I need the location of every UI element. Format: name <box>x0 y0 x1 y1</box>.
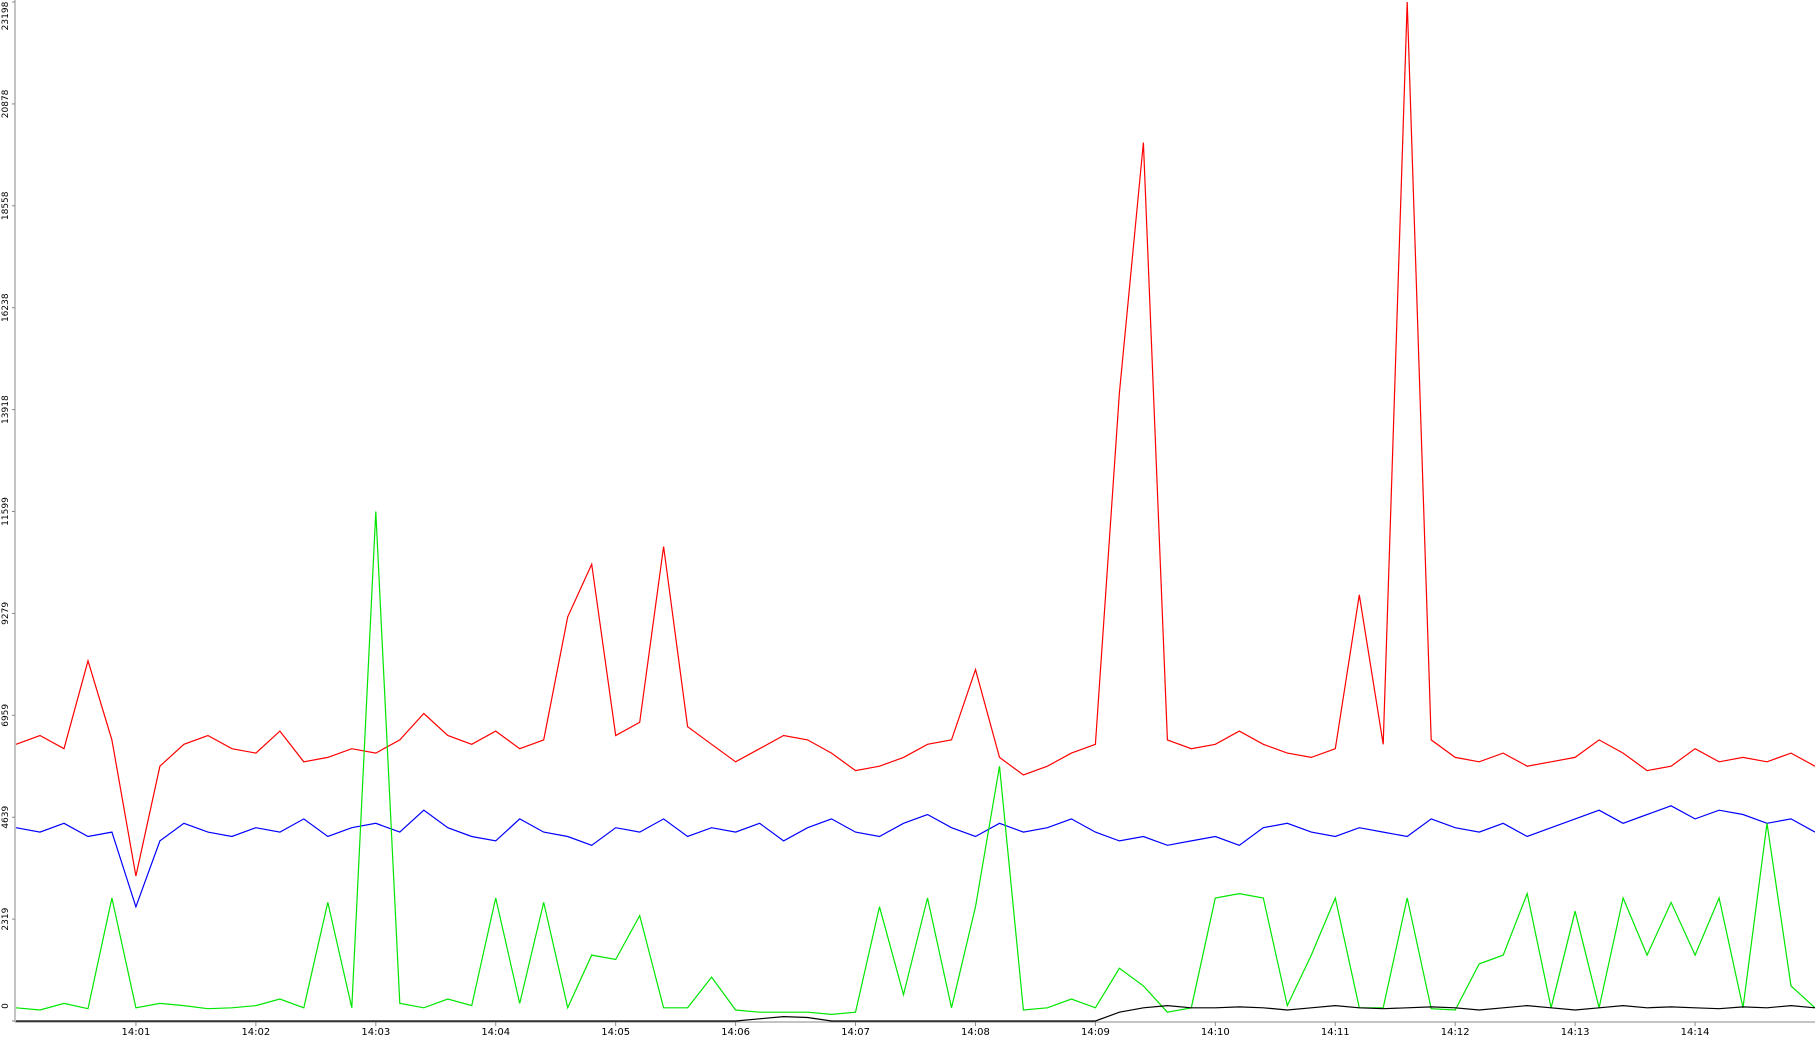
x-tick-label: 14:12 <box>1441 1027 1470 1038</box>
series-line <box>16 1004 1815 1022</box>
y-tick-label: 13918 <box>1 395 11 424</box>
x-tick-label: 14:01 <box>122 1027 151 1038</box>
y-tick-label: 16238 <box>1 293 11 322</box>
y-tick-label: 18558 <box>1 191 11 220</box>
x-tick-label: 14:14 <box>1681 1027 1710 1038</box>
x-tick-label: 14:03 <box>361 1027 390 1038</box>
x-tick-label: 14:06 <box>721 1027 750 1038</box>
x-tick-label: 14:13 <box>1561 1027 1590 1038</box>
x-tick-label: 14:07 <box>841 1027 870 1038</box>
series-line <box>15 1 1815 877</box>
y-tick-label: 11599 <box>1 497 11 526</box>
x-tick-label: 14:11 <box>1321 1027 1350 1038</box>
x-tick-label: 14:02 <box>241 1027 270 1038</box>
y-tick-label: 2319 <box>1 907 11 930</box>
x-tick-label: 14:04 <box>481 1027 510 1038</box>
y-tick-label: 23198 <box>1 1 11 30</box>
series-line <box>15 511 1815 1016</box>
y-tick-label: 6959 <box>1 704 11 727</box>
x-tick-label: 14:08 <box>961 1027 990 1038</box>
x-tick-label: 14:09 <box>1081 1027 1110 1038</box>
y-tick-label: 9279 <box>1 602 11 625</box>
x-tick-label: 14:05 <box>601 1027 630 1038</box>
y-tick-label: 4639 <box>1 806 11 829</box>
x-tick-label: 14:10 <box>1201 1027 1230 1038</box>
series-line <box>15 805 1815 909</box>
y-tick-label: 0 <box>1 1003 11 1009</box>
y-tick-label: 20878 <box>1 89 11 118</box>
